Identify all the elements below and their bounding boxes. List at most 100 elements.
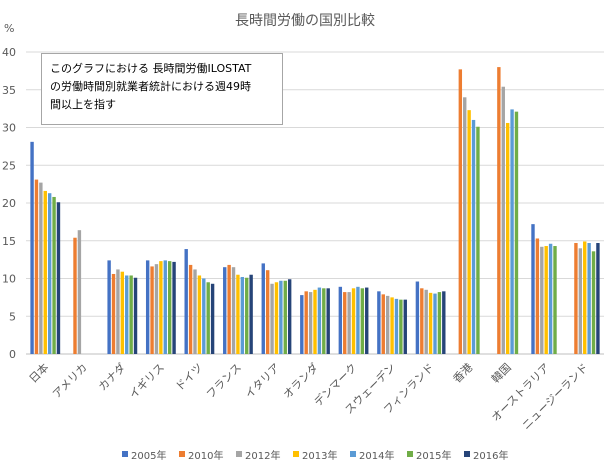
legend-item: 2010年	[179, 447, 224, 462]
bar	[270, 283, 274, 354]
bar	[356, 286, 360, 354]
bar	[210, 283, 215, 354]
bar	[107, 260, 111, 354]
bar	[596, 243, 600, 354]
bar	[223, 267, 227, 354]
bar	[553, 246, 557, 354]
bar	[510, 109, 514, 354]
bar	[531, 224, 535, 354]
legend-label: 2014年	[359, 450, 395, 462]
y-tick-label: 5	[9, 310, 16, 323]
bar	[514, 111, 519, 355]
bar	[133, 277, 138, 354]
bar	[587, 243, 591, 354]
x-tick-label: ニュージーランド	[520, 361, 591, 432]
x-tick-label: フランス	[204, 361, 244, 401]
bar	[403, 299, 407, 354]
x-tick-label: 日本	[26, 360, 51, 385]
x-tick-label: ドイツ	[173, 361, 206, 394]
bar	[245, 277, 249, 354]
bar	[39, 182, 43, 354]
legend-item: 2012年	[236, 447, 281, 462]
bar	[193, 269, 197, 354]
annotation-line-1: このグラフにおける 長時間労働ILOSTAT	[50, 62, 252, 75]
bar	[458, 69, 463, 355]
bar	[540, 246, 544, 354]
bar	[167, 261, 172, 354]
bar	[188, 264, 193, 354]
bar	[322, 288, 326, 354]
legend-label: 2012年	[245, 450, 281, 462]
bar	[274, 282, 279, 354]
legend-swatch	[407, 451, 413, 457]
bar	[287, 279, 292, 354]
bar	[300, 295, 304, 354]
bar	[381, 294, 385, 354]
bar	[535, 238, 540, 354]
bar	[424, 289, 428, 354]
y-tick-label: 20	[2, 197, 16, 210]
bar	[338, 286, 343, 354]
x-tick-label: 香港	[451, 361, 476, 386]
legend-label: 2015年	[416, 450, 452, 462]
legend-swatch	[293, 451, 299, 457]
bar	[154, 264, 159, 354]
x-tick-label: アメリカ	[50, 361, 90, 401]
bar	[505, 122, 510, 354]
bar	[308, 292, 313, 354]
y-tick-label: 35	[2, 84, 16, 97]
bar	[591, 251, 596, 354]
annotation-line-3: 間以上を指す	[50, 98, 116, 111]
legend-label: 2013年	[302, 450, 338, 462]
bar	[317, 287, 322, 354]
bar	[56, 202, 61, 354]
legend-item: 2005年	[122, 447, 166, 462]
bar	[442, 291, 446, 354]
legend: 2005年 2010年 2012年 2013年 2014年 2015年 2016年	[122, 447, 522, 463]
bar	[265, 270, 270, 354]
bar	[574, 243, 578, 354]
bar	[125, 275, 129, 354]
bar	[283, 280, 287, 354]
legend-swatch	[350, 451, 356, 457]
y-tick-labels: 0 5 10 15 20 25 30 35 40	[2, 46, 16, 361]
bar	[240, 276, 245, 354]
legend-swatch	[179, 451, 185, 457]
bar	[433, 293, 437, 354]
bar	[578, 248, 583, 354]
legend-item: 2014年	[350, 447, 395, 462]
bar	[227, 264, 231, 354]
bar	[34, 179, 39, 354]
bar	[471, 119, 476, 354]
bar	[497, 67, 501, 354]
legend-label: 2010年	[188, 450, 224, 462]
bar	[30, 141, 34, 354]
bar	[206, 282, 210, 354]
bar	[385, 295, 390, 354]
x-tick-label: イタリア	[243, 361, 283, 401]
y-axis-label: %	[4, 22, 14, 35]
bar	[351, 288, 356, 354]
bar	[347, 292, 351, 354]
annotation-line-2: の労働時間別就業者統計における週49時	[50, 80, 251, 93]
legend-item: 2015年	[407, 447, 452, 462]
bar	[73, 237, 77, 354]
bar	[159, 261, 163, 354]
legend-item: 2013年	[293, 447, 338, 462]
y-tick-label: 40	[2, 46, 16, 59]
chart-title: 長時間労働の国別比較	[235, 13, 375, 29]
x-tick-label: 韓国	[489, 361, 514, 386]
bar	[77, 230, 82, 354]
bar	[202, 278, 206, 354]
bar	[129, 275, 133, 354]
y-tick-label: 25	[2, 159, 16, 172]
bar	[52, 196, 56, 354]
x-tick-label: カナダ	[95, 360, 128, 393]
bar	[501, 86, 505, 354]
bar	[120, 271, 125, 354]
bar	[377, 291, 381, 354]
bar	[437, 292, 442, 354]
bar	[111, 273, 116, 354]
